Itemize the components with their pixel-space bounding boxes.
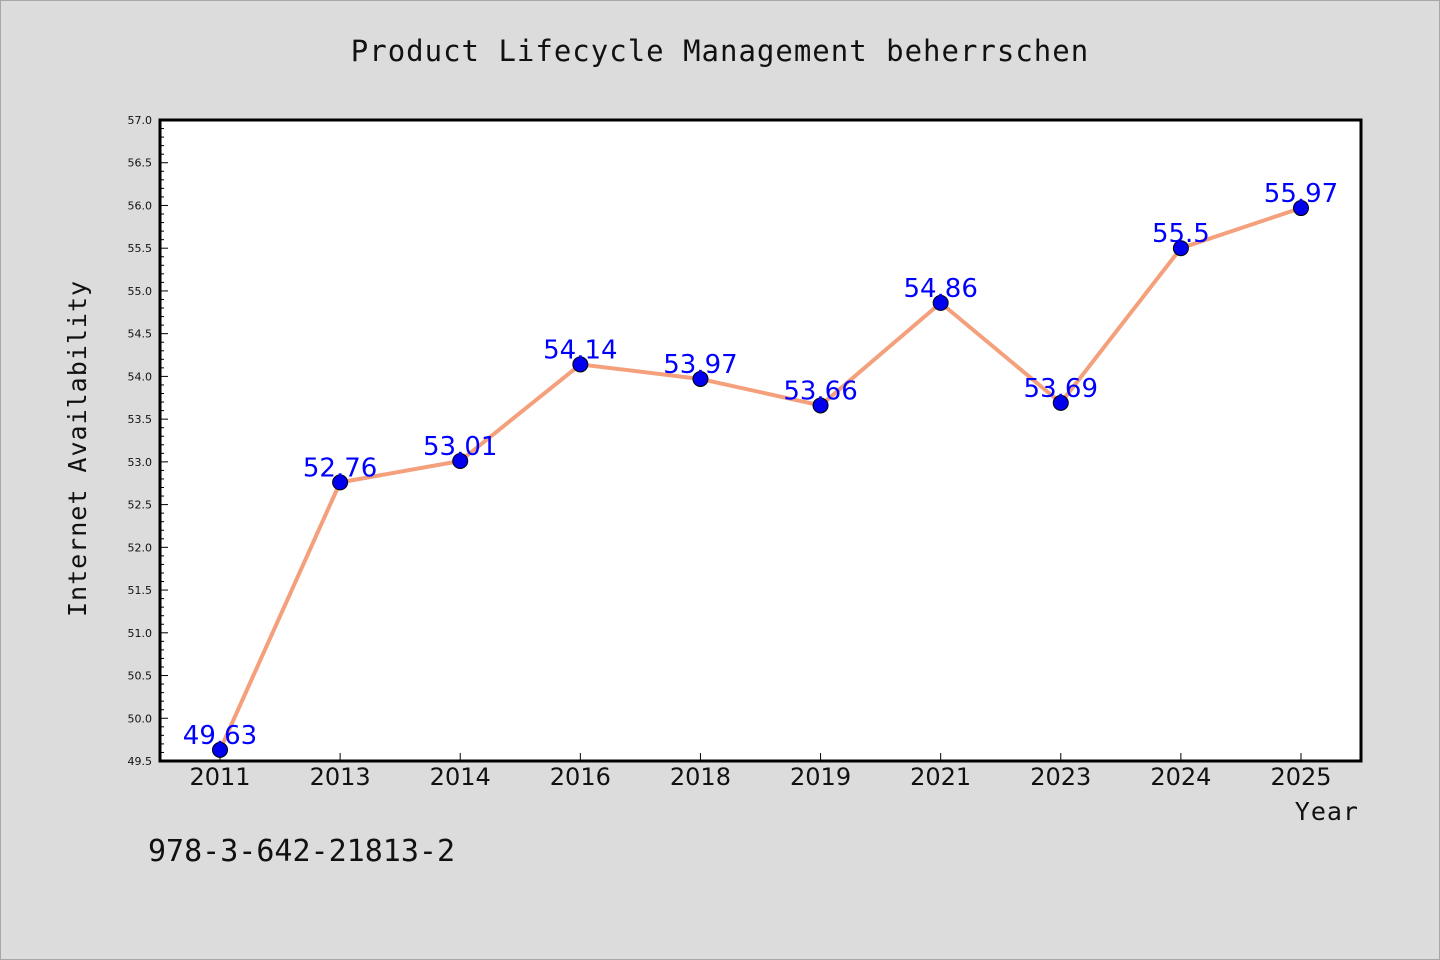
data-labels: 49.63 52.76 53.01 54.14 53.97 53.66 54.86 53.69… bbox=[183, 179, 1338, 751]
x-tick-label: 2014 bbox=[430, 763, 491, 791]
data-label: 55.5 bbox=[1152, 219, 1210, 249]
data-point bbox=[692, 370, 709, 387]
y-tick-label: 55.0 bbox=[128, 285, 153, 298]
data-point bbox=[332, 474, 349, 491]
data-label: 52.76 bbox=[303, 453, 377, 483]
y-axis-title: Internet Availability bbox=[63, 280, 92, 617]
data-point bbox=[212, 741, 228, 758]
x-tick-label: 2023 bbox=[1030, 763, 1091, 791]
x-tick-label: 2021 bbox=[910, 763, 971, 791]
y-tick-label: 51.0 bbox=[128, 627, 153, 640]
chart-title: Product Lifecycle Management beherrschen bbox=[350, 34, 1090, 68]
data-label: 53.01 bbox=[423, 432, 497, 462]
data-point bbox=[452, 453, 469, 470]
y-tick-label: 50.5 bbox=[128, 670, 153, 683]
plot-area bbox=[160, 120, 1361, 761]
isbn-text: 978-3-642-21813-2 bbox=[148, 834, 456, 869]
y-tick-label: 55.5 bbox=[128, 242, 153, 255]
data-label: 53.66 bbox=[783, 376, 857, 406]
data-label: 55.97 bbox=[1264, 179, 1338, 209]
x-tick-label: 2019 bbox=[790, 763, 851, 791]
data-label: 54.14 bbox=[543, 335, 617, 365]
data-point bbox=[1172, 240, 1189, 257]
data-point bbox=[932, 294, 949, 311]
y-tick-label: 50.0 bbox=[128, 712, 153, 725]
x-axis: 2011 2013 2014 2016 2018 2019 2021 2023 2024 2025 bbox=[189, 753, 1332, 791]
y-tick-label: 51.5 bbox=[128, 584, 153, 597]
y-tick-label: 52.0 bbox=[128, 541, 153, 554]
x-tick-label: 2025 bbox=[1270, 763, 1331, 791]
x-axis-title: Year bbox=[1295, 797, 1359, 826]
y-axis: 49.5 50.0 50.5 51.0 51.5 52.0 52.5 53.0 53.5 54.0… bbox=[128, 114, 168, 768]
x-tick-label: 2011 bbox=[189, 763, 250, 791]
plot-border bbox=[158, 118, 1363, 763]
y-tick-label: 53.5 bbox=[128, 413, 153, 426]
y-tick-label: 54.0 bbox=[128, 370, 153, 383]
data-point bbox=[1293, 200, 1309, 217]
data-point bbox=[572, 356, 589, 373]
y-tick-label: 56.0 bbox=[128, 199, 153, 212]
data-label: 53.69 bbox=[1024, 374, 1098, 404]
x-tick-label: 2018 bbox=[670, 763, 731, 791]
data-point bbox=[1052, 394, 1069, 411]
x-tick-label: 2016 bbox=[550, 763, 611, 791]
series-line bbox=[218, 206, 1302, 751]
y-tick-label: 53.0 bbox=[128, 456, 153, 469]
x-tick-label: 2024 bbox=[1150, 763, 1211, 791]
y-tick-label: 54.5 bbox=[128, 328, 153, 341]
data-label: 49.63 bbox=[183, 721, 257, 751]
data-points bbox=[212, 200, 1309, 758]
y-tick-label: 49.5 bbox=[128, 755, 153, 768]
data-label: 53.97 bbox=[663, 350, 737, 380]
data-label: 54.86 bbox=[903, 274, 977, 304]
x-tick-label: 2013 bbox=[310, 763, 371, 791]
data-point bbox=[812, 397, 829, 414]
y-tick-label: 52.5 bbox=[128, 499, 153, 512]
y-tick-label: 56.5 bbox=[128, 157, 153, 170]
y-tick-label: 57.0 bbox=[128, 114, 153, 127]
